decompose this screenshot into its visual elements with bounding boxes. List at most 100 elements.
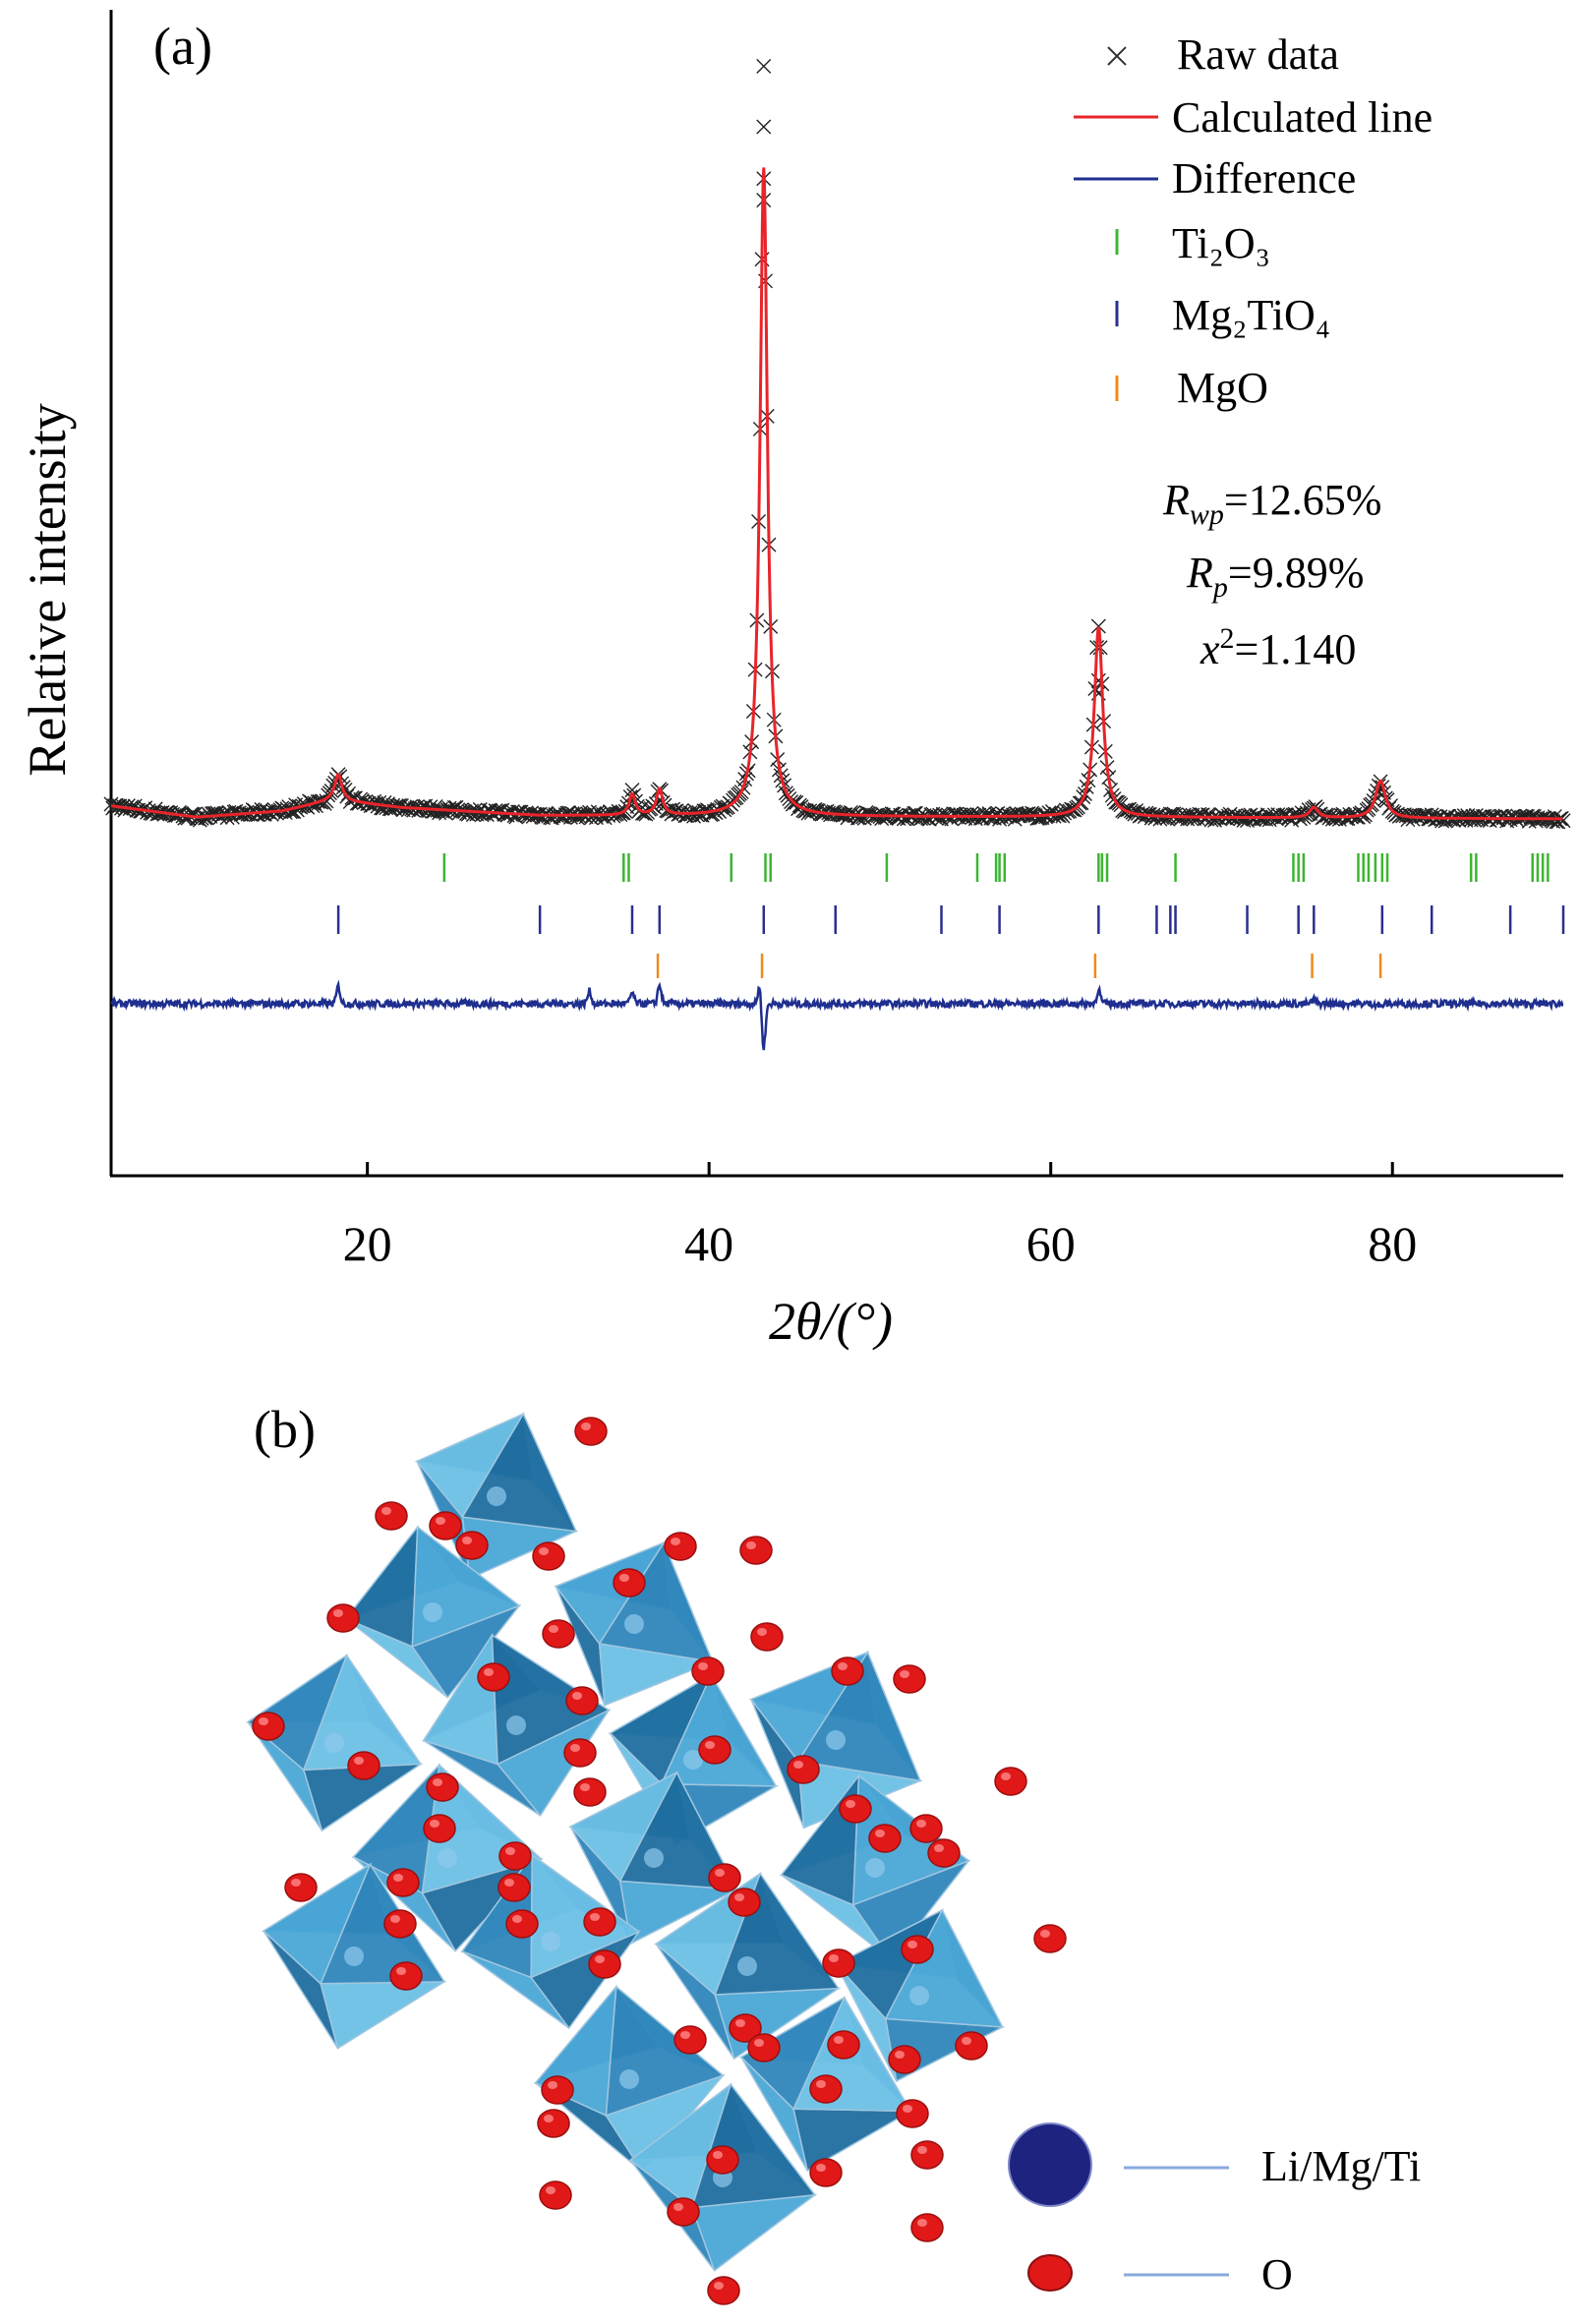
y-axis-label: Relative intensity: [18, 403, 77, 776]
oxygen-atom: [613, 1568, 646, 1598]
raw-data-point: [1412, 808, 1428, 824]
raw-data-point: [423, 799, 439, 815]
raw-data-point: [1555, 813, 1571, 829]
annotation-rwp: Rwp=12.65%: [1162, 476, 1381, 531]
octahedron: [567, 1771, 740, 1946]
raw-data-point: [319, 793, 334, 809]
oxygen-atom: [707, 2276, 740, 2305]
oxygen-atom: [909, 1814, 943, 1843]
oxygen-atom: [868, 1824, 902, 1853]
octahedra-network: [245, 1412, 1006, 2272]
raw-data-point: [120, 798, 136, 814]
octahedron: [245, 1653, 424, 1832]
x-tick-label-80: 80: [1368, 1216, 1417, 1271]
oxygen-atoms: [252, 1417, 1067, 2305]
oxygen-atom: [532, 1541, 565, 1571]
oxygen-atom: [728, 1888, 761, 1917]
oxygen-atom: [691, 1656, 725, 1686]
x-tick-label-20: 20: [343, 1216, 392, 1271]
oxygen-atom: [787, 1755, 820, 1784]
octahedron: [343, 1525, 522, 1699]
oxygen-atom: [888, 2045, 921, 2074]
oxygen-atom: [955, 2031, 988, 2061]
oxygen-atom: [698, 1735, 731, 1765]
raw-data-point: [1291, 807, 1307, 823]
raw-data-point: [1259, 807, 1275, 823]
oxygen-atom: [901, 1935, 934, 1964]
raw-data-point: [370, 798, 385, 814]
octahedron: [779, 1773, 971, 1961]
raw-data-point: [1162, 806, 1178, 822]
oxygen-atom: [505, 1909, 539, 1939]
oxygen-atom: [750, 1622, 784, 1652]
x-axis-label: 2θ/(°): [769, 1292, 893, 1351]
annotation-rp: Rp=9.89%: [1186, 549, 1364, 604]
x-tick-label-60: 60: [1026, 1216, 1076, 1271]
oxygen-atom: [537, 2109, 570, 2138]
raw-data-point: [1034, 810, 1050, 826]
raw-data-point: [1090, 618, 1106, 634]
oxygen-atom: [831, 1656, 864, 1686]
legend-label-mgo: MgO: [1177, 364, 1268, 412]
oxygen-atom: [739, 1536, 773, 1565]
oxygen-atom: [539, 2180, 572, 2210]
oxygen-atom: [822, 1948, 855, 1978]
legend-label-oxygen: O: [1261, 2250, 1293, 2298]
oxygen-atom: [389, 1961, 423, 1991]
oxygen-atom: [455, 1531, 489, 1560]
oxygen-atom: [994, 1767, 1027, 1796]
oxygen-atom: [383, 1909, 417, 1939]
oxygen-atom: [375, 1501, 408, 1531]
oxygen-atom: [252, 1712, 285, 1741]
oxygen-atom: [563, 1738, 597, 1768]
oxygen-atom: [809, 2074, 843, 2104]
oxygen-atom: [347, 1751, 380, 1780]
raw-data-point: [756, 58, 772, 74]
oxygen-atom: [827, 2030, 860, 2060]
oxygen-atom: [498, 1841, 532, 1871]
oxygen-atom: [426, 1772, 459, 1802]
oxygen-atom: [910, 2140, 944, 2170]
oxygen-atom: [423, 1814, 456, 1843]
oxygen-atom: [747, 2033, 781, 2063]
oxygen-atom: [708, 1863, 741, 1892]
oxygen-atom: [927, 1838, 961, 1868]
legend-label-metal: Li/Mg/Ti: [1261, 2142, 1421, 2190]
oxygen-atom: [667, 2197, 700, 2227]
legend-label-raw-data: Raw data: [1177, 30, 1339, 79]
panel-b-label: (b): [254, 1400, 316, 1459]
oxygen-atom: [386, 1868, 420, 1897]
raw-data-point: [1465, 808, 1481, 824]
octahedron: [261, 1862, 447, 2050]
oxygen-atom: [541, 2075, 574, 2105]
legend-label-calculated-line: Calculated line: [1172, 93, 1433, 142]
oxygen-atom: [1033, 1924, 1067, 1953]
series-calculated-line: [111, 167, 1563, 821]
series-difference: [110, 979, 1564, 1051]
oxygen-atom: [809, 2158, 843, 2187]
oxygen-atom: [573, 1777, 607, 1807]
oxygen-atom: [893, 1664, 926, 1694]
raw-data-point: [1285, 807, 1301, 823]
oxygen-atom: [477, 1662, 510, 1692]
structure-legend: Li/Mg/Ti O: [1008, 2122, 1421, 2298]
oxygen-atom: [497, 1873, 531, 1902]
raw-data-point: [756, 119, 772, 135]
oxygen-atom: [574, 1417, 608, 1446]
oxygen-atom: [910, 2213, 944, 2242]
oxygen-atom: [673, 2025, 707, 2055]
reflection-ticks: [336, 853, 1565, 978]
crystal-structure: (b) Li/Mg/Ti O: [245, 1400, 1421, 2305]
legend-label-ti2o3: Ti₂O₃: [1172, 219, 1270, 267]
oxygen-atom: [429, 1511, 462, 1540]
oxygen-atom: [326, 1603, 360, 1633]
metal-atom-icon: [1008, 2122, 1092, 2207]
raw-data-point: [1029, 811, 1045, 827]
oxygen-atom: [706, 2145, 739, 2175]
legend-marker-raw-data: [1107, 46, 1127, 66]
panel-a-label: (a): [153, 17, 212, 76]
oxygen-atom: [284, 1873, 318, 1902]
legend-label-difference: Difference: [1172, 154, 1356, 203]
oxygen-atom-icon: [1027, 2254, 1073, 2292]
oxygen-atom: [583, 1907, 616, 1937]
